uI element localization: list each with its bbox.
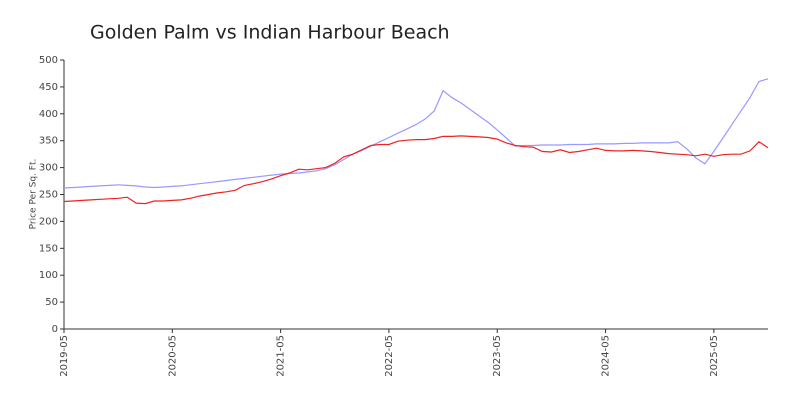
y-tick-label: 200 (39, 216, 58, 227)
x-tick-label: 2025-05 (709, 335, 720, 377)
y-tick-label: 150 (39, 243, 58, 254)
x-tick-label: 2021-05 (276, 335, 287, 377)
chart-title: Golden Palm vs Indian Harbour Beach (90, 22, 450, 44)
y-tick-label: 250 (39, 190, 58, 201)
y-tick-label: 300 (39, 163, 58, 174)
y-tick-label: 500 (39, 55, 58, 66)
y-tick-label: 400 (39, 109, 58, 120)
x-tick-label: 2023-05 (492, 335, 503, 377)
series-line (63, 78, 769, 189)
y-tick-label: 0 (52, 324, 58, 335)
x-tick-label: 2019-05 (59, 335, 70, 377)
y-tick-label: 100 (39, 270, 58, 281)
x-tick-label: 2020-05 (167, 335, 178, 377)
series-line (63, 135, 769, 205)
x-tick-label: 2022-05 (384, 335, 395, 377)
y-tick-label: 350 (39, 136, 58, 147)
y-axis-label: Price Per Sq. Ft. (29, 159, 39, 230)
x-tick-label: 2024-05 (601, 335, 612, 377)
y-tick-label: 50 (45, 297, 58, 308)
y-tick-label: 450 (39, 82, 58, 93)
